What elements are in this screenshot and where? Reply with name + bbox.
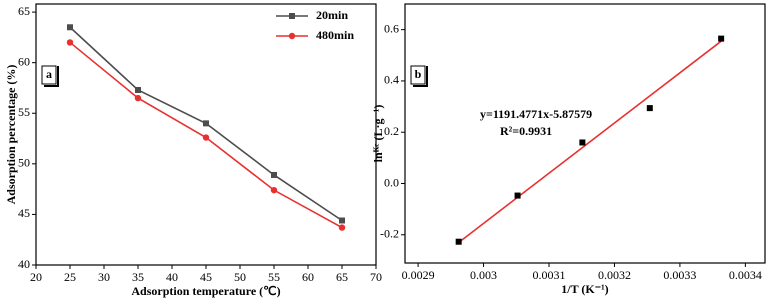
x-tick-label: 0.003 [470,268,497,282]
panel-label-box [41,65,57,85]
y-tick-label: 0.0 [384,175,399,189]
data-point [646,105,653,112]
y-tick-label: 65 [18,4,30,18]
data-point [203,120,209,127]
y-axis-label: lnᴷᶜ (L·g⁻¹) [371,105,385,163]
panel-label-bracket [413,66,428,87]
y-tick-label: 0.6 [384,21,399,35]
data-point [339,217,345,224]
x-tick-label: 0.0032 [598,268,631,282]
x-tick-label: 0.0033 [663,268,696,282]
legend-label: 480min [316,28,354,42]
data-point [67,24,73,31]
data-point [271,171,277,178]
x-tick-label: 35 [132,270,144,284]
panel-label-bracket [44,66,59,87]
x-tick-label: 70 [370,270,382,284]
x-tick-label: 65 [336,270,348,284]
annotation: R²=0.9931 [500,124,552,138]
data-point [579,139,586,146]
y-tick-label: 50 [18,156,30,170]
y-axis-label: Adsorption percentage (%) [4,65,18,205]
data-point [514,192,521,199]
y-tick-label: 0.4 [384,73,399,87]
x-axis-label: 1/T (K⁻¹) [561,282,608,296]
data-point [718,35,725,42]
data-point [270,186,278,194]
y-tick-label: 0.2 [384,124,399,138]
data-point [455,238,462,245]
data-point [66,39,74,46]
x-tick-label: 50 [234,270,246,284]
y-tick-label: -0.2 [380,227,399,241]
x-tick-label: 20 [30,270,42,284]
x-tick-label: 0.0031 [533,268,566,282]
annotation: y=1191.4771x-5.87579 [480,107,592,121]
y-tick-label: 40 [18,257,30,271]
panel-label-box [410,65,426,85]
x-tick-label: 60 [302,270,314,284]
x-axis-label: Adsorption temperature (℃) [131,284,280,298]
data-point [134,94,142,102]
x-tick-label: 0.0029 [402,268,435,282]
panel-label: a [46,67,52,81]
x-tick-label: 0.0034 [729,268,762,282]
data-point [202,134,210,141]
plot-frame [404,3,766,264]
data-point [135,86,141,93]
x-tick-label: 40 [166,270,178,284]
panel-label: b [415,67,422,81]
fit-line [458,40,722,244]
legend-marker [288,32,296,40]
x-tick-label: 30 [98,270,110,284]
data-point [338,224,346,231]
x-tick-label: 25 [64,270,76,284]
x-tick-label: 45 [200,270,212,284]
x-tick-label: 55 [268,270,280,284]
y-tick-label: 60 [18,54,30,68]
y-tick-label: 45 [18,206,30,220]
legend-marker [289,13,295,19]
y-tick-label: 55 [18,105,30,119]
legend-label: 20min [316,8,348,22]
